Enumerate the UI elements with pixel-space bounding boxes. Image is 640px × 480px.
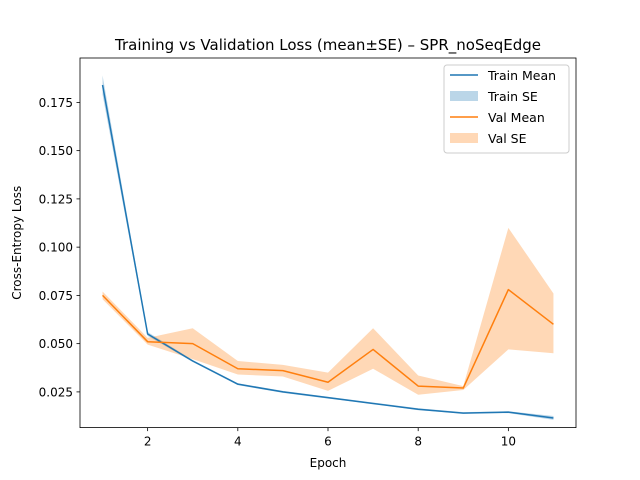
x-tick-label: 10 (501, 435, 516, 449)
chart-title: Training vs Validation Loss (mean±SE) – … (114, 36, 541, 55)
x-axis-label: Epoch (310, 456, 347, 470)
y-tick-label: 0.050 (39, 337, 73, 351)
val-mean-line (102, 288, 554, 389)
val-se-band (102, 227, 554, 395)
y-tick-label: 0.100 (39, 241, 73, 255)
legend-label-val-mean: Val Mean (488, 110, 545, 125)
legend-swatch-train-se (450, 91, 478, 101)
se-bands (102, 75, 554, 420)
y-tick-label: 0.075 (39, 289, 73, 303)
y-tick-label: 0.125 (39, 192, 73, 206)
y-tick-label: 0.025 (39, 385, 73, 399)
x-tick-label: 4 (234, 435, 242, 449)
legend-swatch-val-se (450, 133, 478, 143)
y-tick-label: 0.175 (39, 96, 73, 110)
legend-box (443, 64, 570, 154)
legend-label-train-se: Train SE (487, 89, 538, 104)
legend-label-train-mean: Train Mean (487, 68, 556, 83)
legend: Train Mean Train SE Val Mean Val SE (443, 64, 570, 154)
x-tick-label: 6 (324, 435, 332, 449)
x-tick-label: 2 (144, 435, 152, 449)
x-axis-ticks: 2 4 6 8 10 (144, 427, 516, 449)
train-mean-line (101, 84, 554, 419)
x-tick-label: 8 (414, 435, 422, 449)
y-axis-label: Cross-Entropy Loss (10, 186, 24, 300)
mean-lines (101, 84, 554, 419)
y-axis-ticks: 0.025 0.050 0.075 0.100 0.125 0.150 0.175 (39, 96, 80, 399)
legend-label-val-se: Val SE (488, 131, 527, 146)
y-tick-label: 0.150 (39, 144, 73, 158)
